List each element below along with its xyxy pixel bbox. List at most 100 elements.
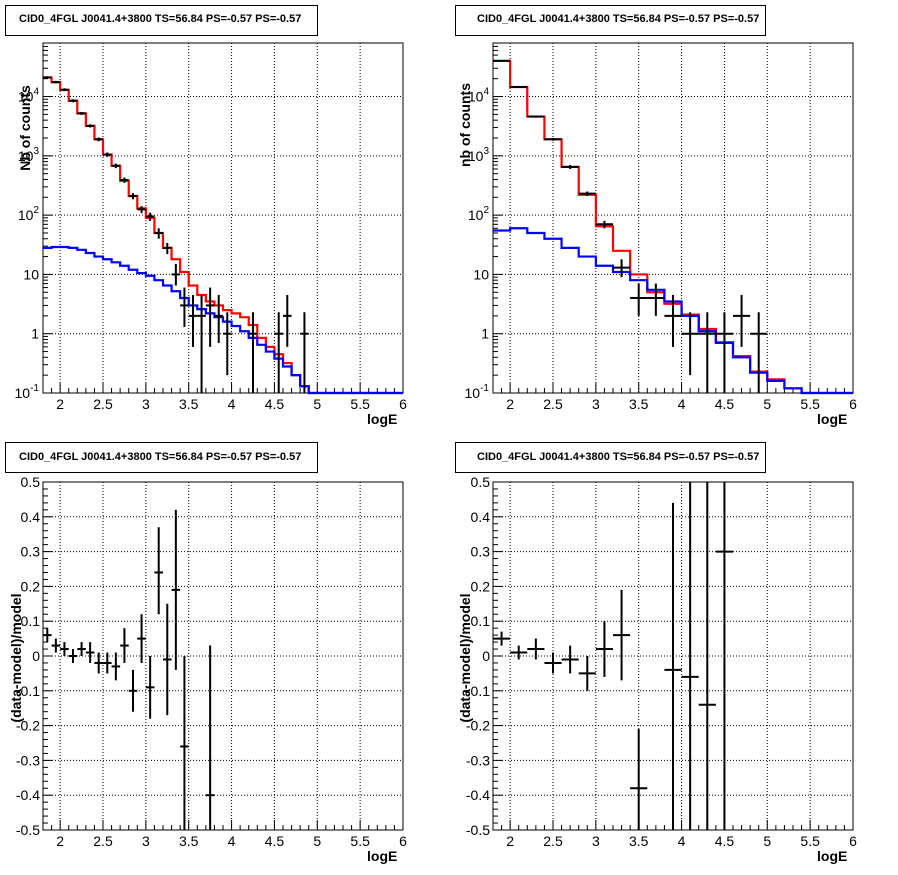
x-tick-label: 5.5	[800, 396, 820, 412]
x-tick-label: 4	[228, 833, 236, 849]
data-point	[274, 312, 283, 393]
x-tick-label: 4	[678, 396, 686, 412]
x-tick-label: 5.5	[800, 833, 820, 849]
data-point	[715, 482, 733, 830]
x-tick-label: 2	[56, 833, 64, 849]
data-point	[493, 631, 511, 646]
data-point	[154, 527, 163, 615]
x-tick-label: 5	[763, 833, 771, 849]
y-tick-label: 0	[32, 648, 40, 664]
x-tick-label: 5.5	[350, 396, 370, 412]
data-point	[561, 645, 579, 674]
title-box	[5, 442, 318, 473]
x-tick-label: 6	[399, 396, 407, 412]
data-point	[630, 283, 648, 316]
x-axis-label: logE	[817, 848, 847, 864]
data-point	[171, 509, 181, 670]
data-point	[68, 649, 78, 663]
data-point	[544, 652, 562, 674]
data-point	[111, 652, 121, 681]
chart-title: CID0_4FGL J0041.4+3800 TS=56.84 PS=-0.57…	[477, 451, 759, 463]
y-tick-label: 0.1	[471, 613, 491, 629]
data-point	[613, 589, 631, 681]
y-tick-label: 0.2	[471, 578, 491, 594]
data-point	[94, 652, 103, 674]
y-tick-label: 102	[18, 205, 40, 223]
x-tick-label: 2	[506, 833, 514, 849]
data-point	[180, 287, 189, 327]
data-point	[51, 80, 61, 84]
data-point	[544, 137, 562, 141]
y-tick-label: -0.3	[16, 752, 40, 768]
panel-bottom-right: 2 2.5 3 3.5 4 4.5 5 5.5 6 -0.5 -0.4 -0.3 -0.2 -0.1 0 0.…	[455, 442, 857, 864]
data-point	[510, 85, 528, 88]
x-axis-label: logE	[817, 411, 847, 427]
data-point	[111, 163, 121, 169]
y-tick-label: 0.4	[471, 509, 491, 525]
data-point	[248, 312, 258, 393]
data-point	[137, 614, 146, 663]
y-tick-label: -0.4	[16, 787, 40, 803]
data-point	[60, 88, 69, 92]
data-point	[145, 656, 155, 719]
x-tick-label: 2	[506, 396, 514, 412]
x-tick-label: 4.5	[265, 833, 285, 849]
y-tick-label: 102	[468, 205, 490, 223]
title-box	[455, 442, 766, 473]
y-tick-label: 103	[468, 146, 490, 164]
data-point	[128, 193, 138, 200]
model-source-line	[43, 245, 403, 395]
data-point	[681, 482, 699, 830]
data-point	[595, 220, 613, 229]
y-tick-label: -0.4	[466, 787, 490, 803]
data-point	[85, 124, 95, 128]
y-tick-label: 0.2	[21, 578, 41, 594]
data-point	[698, 482, 716, 830]
y-tick-label: 0.4	[21, 509, 41, 525]
data-point	[103, 152, 112, 157]
data-point	[561, 165, 579, 169]
data-point	[205, 287, 215, 347]
y-axis-label: (data-model)/model	[8, 593, 24, 722]
x-tick-label: 6	[399, 833, 407, 849]
x-tick-label: 5.5	[350, 833, 370, 849]
data-point	[171, 263, 181, 286]
data-point	[180, 656, 189, 830]
data-point	[197, 294, 206, 393]
data-point	[595, 621, 613, 677]
x-tick-label: 4	[678, 833, 686, 849]
x-tick-label: 2.5	[543, 396, 563, 412]
panel-top-left: 2 2.5 3 3.5 4 4.5 5 5.5 6 10-1 1 10 102 103 104 CID0_4F…	[5, 5, 407, 427]
data-point	[68, 99, 78, 103]
x-tick-label: 3.5	[179, 833, 199, 849]
x-tick-label: 6	[849, 396, 857, 412]
data-point	[77, 642, 86, 656]
x-tick-label: 3.5	[179, 396, 199, 412]
title-box	[5, 5, 318, 36]
x-axis-label: logE	[367, 411, 397, 427]
data-point	[630, 729, 648, 830]
data-point	[137, 206, 146, 214]
data-point	[664, 502, 682, 830]
x-tick-label: 5	[313, 833, 321, 849]
data-point	[698, 312, 716, 393]
y-tick-label: -0.1	[466, 683, 490, 699]
x-tick-label: 5	[763, 396, 771, 412]
chart-title: CID0_4FGL J0041.4+3800 TS=56.84 PS=-0.57…	[19, 451, 301, 463]
x-tick-label: 3	[592, 833, 600, 849]
y-tick-label: -0.1	[16, 683, 40, 699]
y-tick-label: 10-1	[15, 383, 40, 401]
y-tick-label: -0.5	[16, 822, 40, 838]
chart-title: CID0_4FGL J0041.4+3800 TS=56.84 PS=-0.57…	[477, 13, 759, 25]
data-point	[733, 294, 751, 347]
data-point	[578, 191, 596, 197]
panel-top-right: 2 2.5 3 3.5 4 4.5 5 5.5 6 10-1 1 10 102 103 104 CID0_4F…	[455, 5, 857, 427]
y-tick-label: 0.3	[471, 544, 491, 560]
y-tick-label: 0.5	[21, 474, 41, 490]
model-total-line	[43, 76, 403, 395]
chart-title: CID0_4FGL J0041.4+3800 TS=56.84 PS=-0.57…	[19, 13, 301, 25]
y-tick-label: -0.2	[466, 718, 490, 734]
x-tick-label: 3.5	[629, 833, 649, 849]
data-point	[493, 59, 511, 62]
